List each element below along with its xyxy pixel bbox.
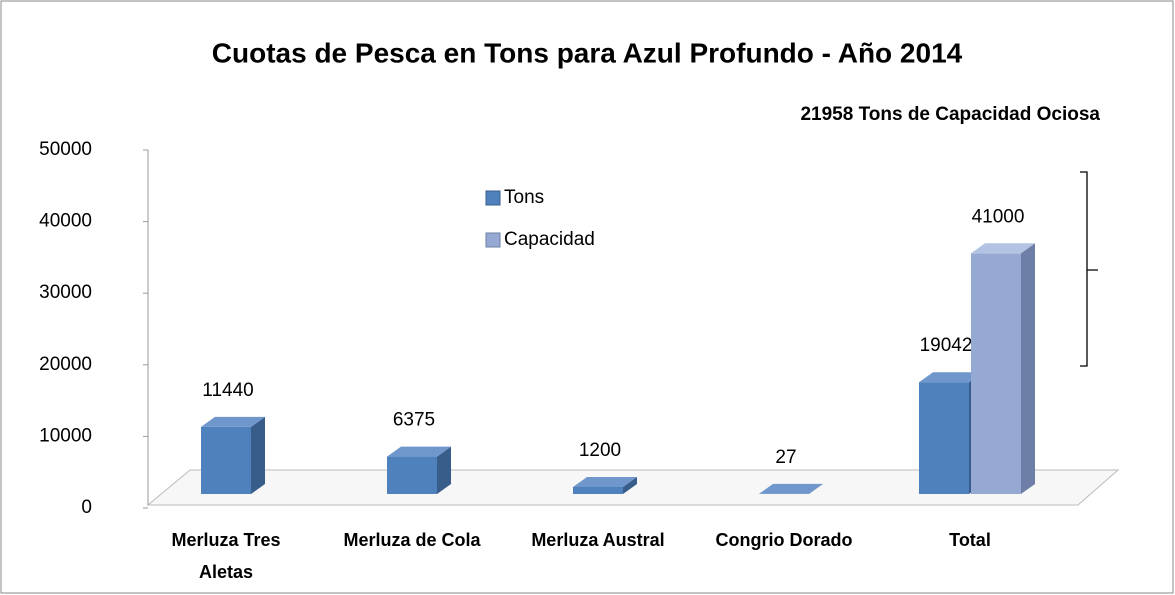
- chart-title: Cuotas de Pesca en Tons para Azul Profun…: [212, 37, 963, 68]
- annotation: 21958 Tons de Capacidad Ociosa: [800, 104, 1100, 125]
- y-tick-label: 20000: [39, 354, 92, 375]
- bar-top: [573, 476, 637, 487]
- y-tick-label: 50000: [39, 139, 92, 160]
- bar-side: [623, 476, 637, 494]
- bar-side: [251, 416, 265, 494]
- x-tick-label: Total: [949, 530, 991, 550]
- y-tick-label: 30000: [39, 282, 92, 303]
- legend-label: Tons: [504, 187, 544, 208]
- bar-side: [1021, 243, 1035, 494]
- value-label: 11440: [202, 380, 253, 401]
- legend-label: Capacidad: [504, 229, 595, 250]
- bar-top: [759, 483, 823, 494]
- legend-swatch: [485, 232, 501, 248]
- x-tick-label: Merluza de Cola: [343, 530, 481, 550]
- x-tick-label: Congrio Dorado: [715, 530, 853, 550]
- bar-top: [919, 372, 983, 383]
- bar: [201, 426, 251, 494]
- bar: [971, 253, 1021, 494]
- y-tick-label: 0: [81, 497, 92, 518]
- bar: [573, 486, 623, 494]
- y-tick-label: 40000: [39, 211, 92, 232]
- bar-side: [809, 483, 823, 494]
- value-label: 6375: [393, 410, 435, 431]
- bar-top: [971, 243, 1035, 254]
- bar-side: [437, 446, 451, 494]
- value-label: 41000: [972, 206, 1025, 227]
- bar-top: [201, 416, 265, 427]
- bar: [387, 456, 437, 494]
- y-tick-label: 10000: [39, 425, 92, 446]
- bar-top: [387, 446, 451, 457]
- value-label: 1200: [579, 440, 621, 461]
- value-label: 27: [775, 447, 796, 468]
- bar: [919, 382, 969, 494]
- x-tick-label: Merluza Tres Aletas: [171, 530, 281, 582]
- value-label: 19042: [920, 335, 973, 356]
- legend-swatch: [485, 190, 501, 206]
- x-tick-label: Merluza Austral: [531, 530, 665, 550]
- bracket: [1080, 171, 1098, 367]
